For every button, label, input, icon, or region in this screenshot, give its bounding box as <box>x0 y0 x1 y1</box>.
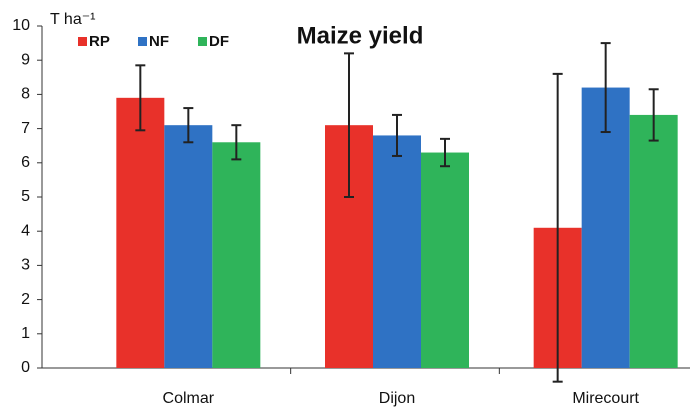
y-axis-label: T ha⁻¹ <box>50 11 96 28</box>
bar <box>164 125 213 369</box>
bar <box>116 97 165 368</box>
y-tick-label: 9 <box>21 51 30 68</box>
y-tick-label: 0 <box>21 359 30 376</box>
y-tick-label: 10 <box>12 17 30 34</box>
y-tick-label: 6 <box>21 154 30 171</box>
y-tick-label: 3 <box>21 257 30 274</box>
legend-label: DF <box>209 33 229 50</box>
x-tick-label: Mirecourt <box>572 390 639 407</box>
legend-swatch <box>198 37 207 46</box>
y-tick-label: 1 <box>21 325 30 342</box>
y-tick-label: 8 <box>21 86 30 103</box>
bar <box>373 135 421 368</box>
legend-swatch <box>78 37 87 46</box>
bar <box>581 87 630 368</box>
legend-label: RP <box>89 33 110 50</box>
y-tick-label: 2 <box>21 291 30 308</box>
y-tick-label: 7 <box>21 120 30 137</box>
y-tick-label: 4 <box>21 222 30 239</box>
bar <box>212 142 261 368</box>
chart-title: Maize yield <box>297 22 424 49</box>
bar <box>629 114 678 368</box>
x-tick-label: Colmar <box>163 390 215 407</box>
legend-label: NF <box>149 33 169 50</box>
legend-swatch <box>138 37 147 46</box>
bar <box>421 152 469 368</box>
y-tick-label: 5 <box>21 188 30 205</box>
x-tick-label: Dijon <box>379 390 415 407</box>
